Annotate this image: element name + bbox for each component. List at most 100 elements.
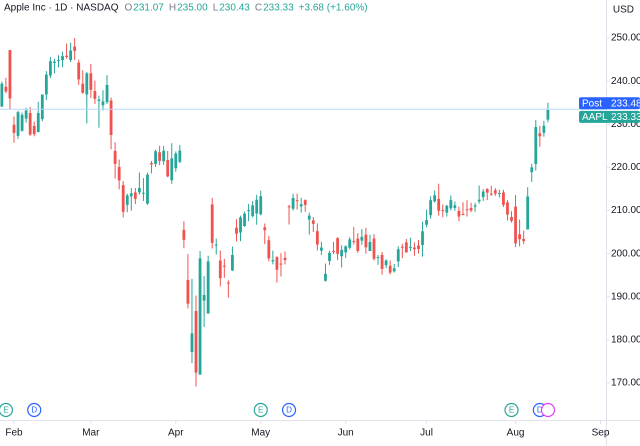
candle-body xyxy=(489,193,493,195)
candle-body xyxy=(457,210,461,217)
candle-body xyxy=(364,234,368,248)
candle-body xyxy=(485,188,489,193)
candle-body xyxy=(344,246,348,253)
candle-body xyxy=(356,238,360,252)
y-tick-label: 220.00 xyxy=(611,162,640,173)
x-tick-label: Sep xyxy=(592,428,610,439)
candle-body xyxy=(44,74,48,95)
candle-body xyxy=(368,241,372,252)
candle-body xyxy=(453,205,457,208)
candle-body xyxy=(283,257,287,261)
price-label-value: 233.33 xyxy=(611,112,640,123)
candle-body xyxy=(162,150,166,162)
candle-body xyxy=(502,192,505,205)
change: +3.68 (+1.60%) xyxy=(299,3,368,14)
candle-body xyxy=(546,109,550,120)
candle-body xyxy=(222,265,226,267)
candle-body xyxy=(384,260,388,266)
candle-body xyxy=(166,160,170,177)
candle-body xyxy=(271,260,275,262)
candle-body xyxy=(429,200,433,216)
candle-body xyxy=(57,59,60,61)
candle-body xyxy=(275,257,279,270)
candle-body xyxy=(182,229,186,240)
candle-body xyxy=(206,261,210,314)
candle-body xyxy=(48,61,52,76)
candle-body xyxy=(93,91,97,99)
candle-body xyxy=(332,251,335,253)
candle-body xyxy=(388,265,392,273)
price-label-box xyxy=(579,110,640,123)
candle-body xyxy=(154,151,157,164)
candle-body xyxy=(146,174,149,204)
candle-body xyxy=(8,50,12,99)
candle-body xyxy=(210,204,214,243)
candle-body xyxy=(336,238,339,254)
candle-body xyxy=(32,125,36,135)
candle-body xyxy=(340,249,344,257)
candle-body xyxy=(404,242,408,253)
candle-body xyxy=(142,192,145,194)
candle-body xyxy=(89,73,93,90)
candle-body xyxy=(133,192,137,199)
candle-body xyxy=(247,210,250,212)
candle-body xyxy=(465,209,469,211)
candle-body xyxy=(170,158,174,181)
x-tick-label: May xyxy=(251,428,270,439)
candle-body xyxy=(259,196,263,215)
candle-body xyxy=(0,83,4,107)
candle-body xyxy=(425,219,428,225)
event-marker xyxy=(281,402,297,418)
candle-body xyxy=(287,206,291,208)
candle-body xyxy=(299,204,303,207)
candle-body xyxy=(303,200,307,205)
candle-body xyxy=(255,199,259,214)
candle-body xyxy=(542,125,546,133)
candle-body xyxy=(421,231,424,245)
candle-body xyxy=(437,198,441,211)
candle-body xyxy=(28,113,32,135)
y-tick-label: 170.00 xyxy=(611,378,640,389)
candle-body xyxy=(194,310,198,373)
ohlc-prefix: C xyxy=(255,3,262,14)
y-tick-label: 250.00 xyxy=(611,33,640,44)
x-tick-label: Feb xyxy=(5,428,23,439)
candle-body xyxy=(441,210,445,212)
candle-body xyxy=(392,268,396,272)
candle-body xyxy=(396,249,400,262)
candle-body xyxy=(85,73,89,95)
candle-body xyxy=(178,150,182,162)
ohlc-prefix: H xyxy=(169,3,176,14)
y-tick-label: 200.00 xyxy=(611,248,640,259)
candle-body xyxy=(81,83,85,93)
event-marker xyxy=(253,402,268,418)
candle-body xyxy=(413,247,416,250)
candle-body xyxy=(73,46,77,51)
y-tick-label: 210.00 xyxy=(611,205,640,216)
candle-body xyxy=(328,252,331,261)
event-marker xyxy=(27,402,42,418)
candle-body xyxy=(417,245,420,249)
y-tick-label: 240.00 xyxy=(611,76,640,87)
event-label: D xyxy=(286,406,292,415)
candle-body xyxy=(518,234,522,240)
symbol-title: Apple Inc · 1D · NASDAQ xyxy=(4,3,119,14)
candle-body xyxy=(534,127,538,164)
currency-label: USD xyxy=(613,5,634,16)
candle-body xyxy=(376,257,380,259)
ohlc-value: 235.00 xyxy=(177,3,208,14)
candle-body xyxy=(360,236,364,241)
candle-body xyxy=(226,282,230,284)
candle-body xyxy=(267,240,271,259)
candle-body xyxy=(251,205,255,217)
candle-body xyxy=(469,207,473,211)
ohlc-value: 230.43 xyxy=(219,3,250,14)
candle-body xyxy=(101,101,105,106)
candle-body xyxy=(295,200,299,202)
candle-body xyxy=(445,205,449,213)
candle-body xyxy=(530,167,534,173)
candle-body xyxy=(53,61,56,64)
candle-body xyxy=(497,193,501,195)
